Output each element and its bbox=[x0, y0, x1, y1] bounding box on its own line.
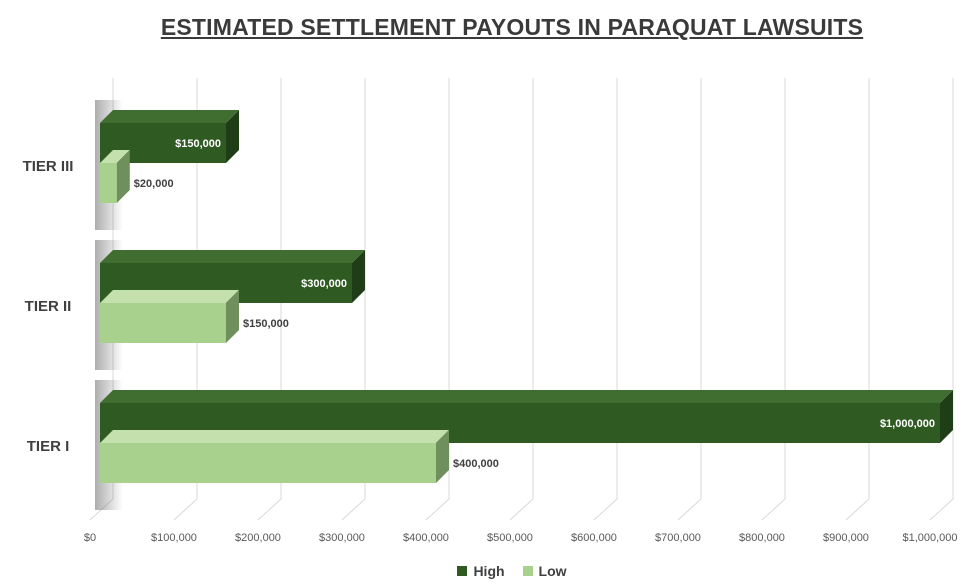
legend-item-low[interactable]: Low bbox=[522, 563, 567, 579]
gridline-floor bbox=[257, 498, 282, 521]
bar-top-low bbox=[100, 290, 239, 303]
x-tick-label: $600,000 bbox=[571, 532, 617, 544]
x-tick-label: $700,000 bbox=[655, 532, 701, 544]
data-label-low: $400,000 bbox=[453, 458, 499, 470]
data-label-low: $20,000 bbox=[134, 178, 174, 190]
x-tick-label: $400,000 bbox=[403, 532, 449, 544]
x-tick-label: $1,000,000 bbox=[902, 532, 957, 544]
bar-side-high bbox=[226, 110, 239, 163]
category-label: TIER III bbox=[23, 158, 74, 175]
gridline-floor bbox=[509, 498, 534, 521]
category-label: TIER II bbox=[25, 298, 72, 315]
gridline-floor bbox=[929, 498, 954, 521]
gridline-floor bbox=[341, 498, 366, 521]
data-label-low: $150,000 bbox=[243, 318, 289, 330]
chart-title: ESTIMATED SETTLEMENT PAYOUTS IN PARAQUAT… bbox=[160, 14, 864, 40]
x-tick-label: $200,000 bbox=[235, 532, 281, 544]
category-label: TIER I bbox=[27, 438, 70, 455]
chart-legend: High Low bbox=[0, 563, 966, 579]
gridline-floor bbox=[845, 498, 870, 521]
data-label-high: $1,000,000 bbox=[880, 418, 935, 430]
gridline-floor bbox=[425, 498, 450, 521]
x-tick-label: $800,000 bbox=[739, 532, 785, 544]
x-tick-label: $300,000 bbox=[319, 532, 365, 544]
gridline-floor bbox=[761, 498, 786, 521]
x-tick-label: $500,000 bbox=[487, 532, 533, 544]
bar-top-high bbox=[100, 250, 365, 263]
legend-swatch-high bbox=[457, 566, 468, 576]
data-label-high: $150,000 bbox=[175, 138, 221, 150]
bar-side-low bbox=[436, 430, 449, 483]
data-label-high: $300,000 bbox=[301, 278, 347, 290]
bar-top-low bbox=[100, 430, 449, 443]
x-tick-label: $900,000 bbox=[823, 532, 869, 544]
gridline-floor bbox=[173, 498, 198, 521]
x-tick-label: $0 bbox=[84, 532, 96, 544]
bar-low bbox=[100, 303, 226, 343]
bar-top-high bbox=[100, 390, 953, 403]
legend-label-low: Low bbox=[538, 563, 567, 579]
bar-low bbox=[100, 443, 436, 483]
bar-side-high bbox=[352, 250, 365, 303]
gridline-floor bbox=[593, 498, 618, 521]
x-tick-label: $100,000 bbox=[151, 532, 197, 544]
legend-item-high[interactable]: High bbox=[457, 563, 505, 579]
legend-swatch-low bbox=[522, 566, 533, 576]
bar-low bbox=[100, 163, 117, 203]
bar-side-low bbox=[226, 290, 239, 343]
bar-side-low bbox=[116, 150, 130, 203]
bar-top-high bbox=[100, 110, 239, 123]
legend-label-high: High bbox=[473, 563, 505, 579]
bar-side-high bbox=[940, 390, 953, 443]
gridline-floor bbox=[677, 498, 702, 521]
bar-top-low bbox=[100, 150, 130, 163]
